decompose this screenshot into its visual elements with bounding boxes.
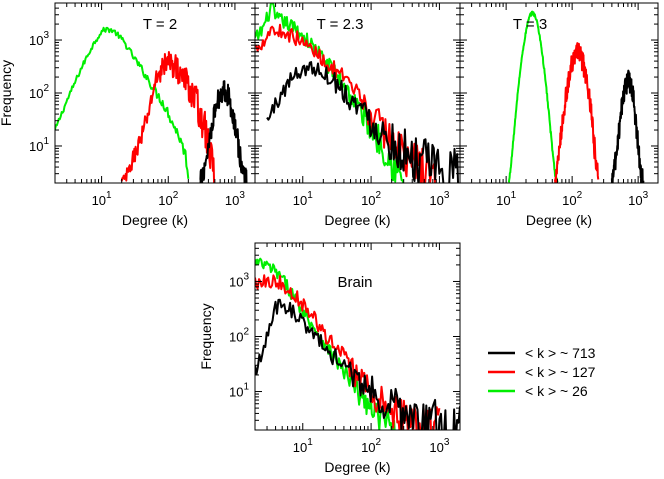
y-tick-label: 102	[229, 327, 249, 345]
x-axis-label: Degree (k)	[122, 212, 188, 228]
plot-frame	[254, 242, 461, 431]
chart-panel-1: 101 102 103 101 102 103 Degree (k) Frequency T =…	[0, 2, 256, 228]
series-group	[507, 10, 645, 183]
series-line-26	[255, 257, 405, 430]
x-tick-label: 103	[628, 190, 648, 208]
x-tick-label: 102	[361, 190, 381, 208]
panel-title: T = 2	[143, 16, 177, 33]
y-axis-label: Frequency	[0, 60, 14, 126]
legend-entry: < k > ~ 713	[488, 345, 596, 361]
series-group	[255, 3, 460, 183]
series-line-26	[507, 10, 559, 183]
legend-entry: < k > ~ 127	[488, 364, 596, 380]
series-line-713	[266, 61, 460, 183]
x-tick-label: 103	[429, 437, 449, 455]
x-tick-label: 101	[92, 190, 112, 208]
series-group	[255, 257, 460, 430]
series-line-127	[120, 51, 216, 183]
series-line-713	[255, 298, 460, 430]
y-tick-label: 102	[29, 83, 49, 101]
series-line-713	[199, 80, 248, 183]
legend-label: < k > ~ 127	[525, 364, 596, 380]
x-axis-label: Degree (k)	[324, 459, 390, 475]
y-axis-label: Frequency	[198, 303, 214, 369]
legend-entry: < k > ~ 26	[488, 383, 588, 399]
series-line-26	[55, 26, 190, 179]
x-tick-label: 102	[361, 437, 381, 455]
panel-title: T = 2.3	[317, 16, 364, 33]
x-tick-label: 101	[293, 190, 313, 208]
series-group	[55, 26, 248, 183]
chart-panel-3: 101 102 103 Degree (k) T = 3	[459, 2, 659, 228]
y-tick-label: 101	[229, 382, 249, 400]
chart-panel-2: 101 102 103 Degree (k) T = 2.3	[254, 2, 461, 228]
x-tick-label: 103	[429, 190, 449, 208]
y-tick-label: 103	[229, 271, 249, 289]
series-line-127	[554, 42, 600, 183]
x-tick-label: 102	[562, 190, 582, 208]
chart-panel-4: 101 102 103 101 102 103 Degree (k) Frequency Bra…	[198, 242, 461, 475]
x-tick-label: 102	[158, 190, 178, 208]
x-tick-label: 101	[293, 437, 313, 455]
panel-title: T = 3	[513, 16, 547, 33]
y-tick-label: 103	[29, 30, 49, 48]
x-axis-label: Degree (k)	[324, 212, 390, 228]
x-axis-label: Degree (k)	[526, 212, 592, 228]
x-tick-label: 101	[496, 190, 516, 208]
series-line-713	[610, 69, 645, 183]
x-tick-label: 103	[225, 190, 245, 208]
legend-label: < k > ~ 713	[525, 345, 596, 361]
legend-label: < k > ~ 26	[525, 383, 588, 399]
series-line-127	[255, 23, 436, 183]
y-tick-label: 101	[29, 136, 49, 154]
legend: < k > ~ 713 < k > ~ 127 < k > ~ 26	[488, 345, 596, 399]
panel-title: Brain	[337, 274, 372, 291]
